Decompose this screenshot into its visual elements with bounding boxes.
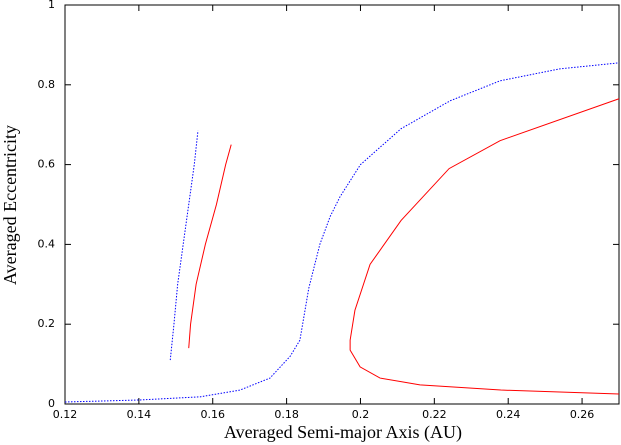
y-tick-label: 0.2: [38, 317, 56, 330]
x-tick-label: 0.12: [53, 408, 78, 421]
y-tick-label: 0.4: [38, 237, 56, 250]
x-tick-label: 0.14: [127, 408, 152, 421]
x-tick-label: 0.18: [274, 408, 299, 421]
data-line: [349, 98, 620, 395]
x-tick-label: 0.2: [352, 408, 370, 421]
y-tick-label: 1: [48, 0, 55, 11]
x-tick-label: 0.22: [422, 408, 447, 421]
data-line: [169, 130, 199, 361]
data-line: [188, 144, 232, 349]
x-tick-label: 0.24: [496, 408, 521, 421]
y-axis-title: Averaged Eccentricity: [0, 125, 20, 285]
plot-frame: [64, 4, 620, 405]
x-tick-label: 0.26: [570, 408, 595, 421]
y-tick-label: 0.8: [38, 78, 56, 91]
x-axis-title: Averaged Semi-major Axis (AU): [224, 422, 462, 443]
x-tick-label: 0.16: [200, 408, 225, 421]
y-tick-label: 0.6: [38, 158, 56, 171]
y-tick-label: 0: [48, 397, 55, 410]
data-line: [64, 62, 620, 403]
